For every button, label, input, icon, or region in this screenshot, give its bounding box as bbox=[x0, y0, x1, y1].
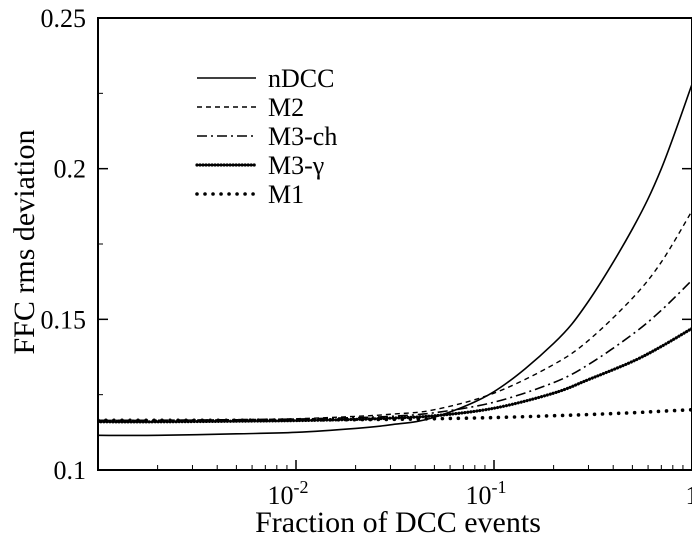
series-line-1 bbox=[98, 84, 692, 437]
plot-frame bbox=[97, 17, 692, 471]
x-tick-label: 10-2 bbox=[268, 477, 309, 510]
y-tick-label: 0.1 bbox=[54, 456, 87, 485]
series-line-3 bbox=[98, 279, 692, 422]
x-tick-base: 1 bbox=[686, 481, 692, 510]
legend-label: nDCC bbox=[268, 64, 334, 93]
series-line-4 bbox=[98, 326, 692, 424]
x-tick-exponent: -2 bbox=[294, 477, 309, 497]
legend-label: M3-ch bbox=[268, 122, 337, 151]
x-tick-label: 10-1 bbox=[466, 477, 507, 510]
series-line-2 bbox=[98, 210, 692, 422]
y-tick-label: 0.15 bbox=[41, 305, 87, 334]
y-axis-label: FFC rms deviation bbox=[8, 129, 41, 354]
series-layer bbox=[98, 84, 692, 437]
x-tick-base: 10 bbox=[268, 481, 294, 510]
legend-label: M1 bbox=[268, 180, 304, 209]
y-tick-label: 0.2 bbox=[54, 155, 87, 184]
x-tick-base: 10 bbox=[466, 481, 492, 510]
x-axis-label: Fraction of DCC events bbox=[255, 506, 541, 538]
series-line-5 bbox=[98, 407, 692, 423]
y-tick-label: 0.25 bbox=[41, 4, 87, 33]
legend-label: M2 bbox=[268, 93, 304, 122]
plot-area bbox=[97, 17, 692, 471]
x-tick-label: 1 bbox=[686, 481, 692, 510]
x-tick-exponent: -1 bbox=[492, 477, 507, 497]
legend-label: M3-γ bbox=[268, 151, 324, 180]
